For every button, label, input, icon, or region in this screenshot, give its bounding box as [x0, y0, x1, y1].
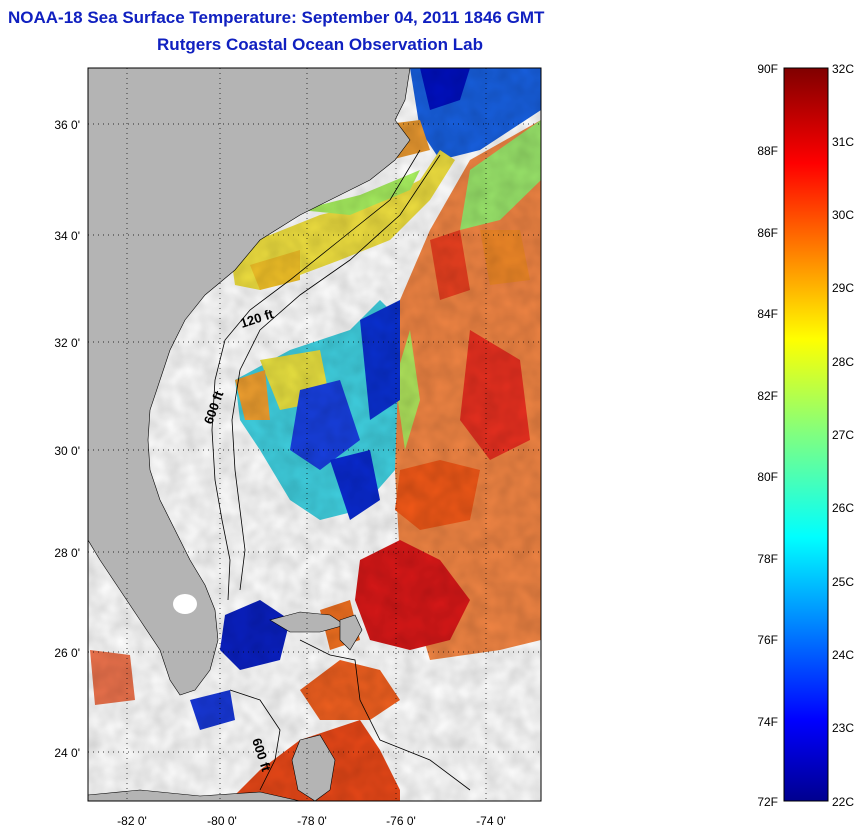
contour-bahamas — [299, 639, 471, 791]
cuba-coast — [88, 789, 301, 801]
celsius-label: 25C — [832, 575, 854, 589]
map-frame — [87, 67, 542, 802]
celsius-label: 31C — [832, 135, 854, 149]
lat-tick-label: 26 0' — [54, 646, 80, 660]
lat-tick-label: 34 0' — [54, 229, 80, 243]
celsius-label: 24C — [832, 648, 854, 662]
celsius-label: 22C — [832, 795, 854, 809]
fahrenheit-label: 82F — [757, 389, 778, 403]
lon-tick-label: -78 0' — [297, 814, 327, 828]
colorbar-gradient — [783, 67, 829, 802]
celsius-label: 27C — [832, 428, 854, 442]
celsius-label: 28C — [832, 355, 854, 369]
lat-tick-label: 36 0' — [54, 118, 80, 132]
longitude-axis: -82 0' -80 0' -78 0' -76 0' -74 0' — [117, 814, 506, 828]
fahrenheit-label: 80F — [757, 470, 778, 484]
contour-600ft-south — [229, 689, 281, 791]
celsius-label: 26C — [832, 501, 854, 515]
fahrenheit-label: 84F — [757, 307, 778, 321]
map-subtitle: Rutgers Coastal Ocean Observation Lab — [157, 35, 483, 54]
celsius-label: 23C — [832, 721, 854, 735]
latitude-axis: 24 0' 26 0' 28 0' 30 0' 32 0' 34 0' 36 0… — [54, 118, 80, 760]
lat-tick-label: 28 0' — [54, 546, 80, 560]
map-panel: 120 ft 600 ft 600 ft — [88, 68, 541, 801]
contour-120ft — [211, 149, 421, 601]
fahrenheit-label: 72F — [757, 795, 778, 809]
map-grid — [88, 68, 541, 801]
lake-okeechobee — [173, 594, 197, 614]
lon-tick-label: -80 0' — [207, 814, 237, 828]
lon-tick-label: -76 0' — [386, 814, 416, 828]
abaco-island — [339, 614, 363, 651]
lon-tick-label: -74 0' — [476, 814, 506, 828]
fahrenheit-label: 88F — [757, 144, 778, 158]
celsius-label: 32C — [832, 62, 854, 76]
fahrenheit-label: 90F — [757, 62, 778, 76]
depth-contours — [211, 149, 471, 791]
celsius-label: 30C — [832, 208, 854, 222]
celsius-scale: 32C 31C 30C 29C 28C 27C 26C 25C 24C 23C … — [832, 62, 854, 809]
lat-tick-label: 24 0' — [54, 746, 80, 760]
lon-tick-label: -82 0' — [117, 814, 147, 828]
fahrenheit-label: 74F — [757, 715, 778, 729]
lat-tick-label: 30 0' — [54, 444, 80, 458]
andros-island — [291, 734, 336, 801]
lat-tick-label: 32 0' — [54, 336, 80, 350]
celsius-label: 29C — [832, 281, 854, 295]
map-title: NOAA-18 Sea Surface Temperature: Septemb… — [8, 8, 545, 27]
fahrenheit-label: 78F — [757, 552, 778, 566]
fahrenheit-label: 86F — [757, 226, 778, 240]
fahrenheit-label: 76F — [757, 633, 778, 647]
land-mass — [88, 68, 411, 801]
temperature-colorbar: 90F 88F 86F 84F 82F 80F 78F 76F 74F 72F … — [757, 62, 854, 809]
contour-600ft — [231, 154, 441, 591]
fahrenheit-scale: 90F 88F 86F 84F 82F 80F 78F 76F 74F 72F — [757, 62, 778, 809]
